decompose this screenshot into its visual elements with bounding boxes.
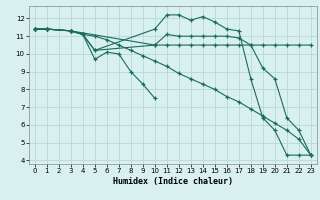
X-axis label: Humidex (Indice chaleur): Humidex (Indice chaleur) (113, 177, 233, 186)
